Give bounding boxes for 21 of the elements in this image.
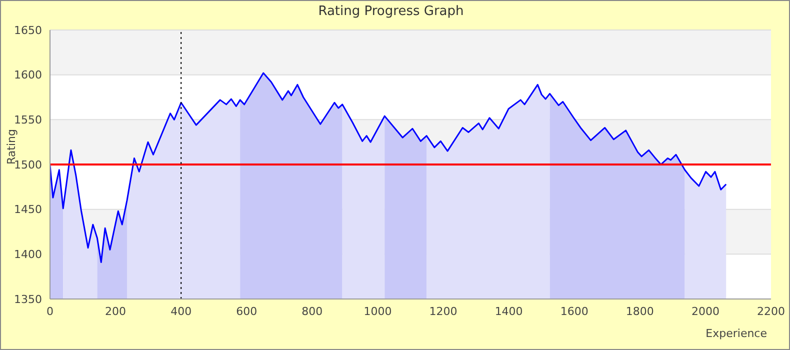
x-tick-label: 1600: [560, 304, 588, 318]
y-tick-label: 1400: [14, 248, 42, 262]
y-tick-label: 1550: [14, 114, 42, 127]
x-tick-label: 1000: [364, 304, 392, 318]
x-tick-label: 400: [170, 304, 192, 318]
y-tick-label: 1350: [14, 292, 42, 306]
chart-title: Rating Progress Graph: [317, 4, 465, 19]
x-tick-label: 200: [105, 304, 126, 318]
y-tick-label: 1650: [14, 24, 42, 37]
x-tick-label: 800: [302, 304, 323, 318]
x-tick-label: 1400: [494, 304, 523, 318]
y-tick-label: 1600: [14, 68, 42, 82]
x-tick-label: 2200: [757, 304, 785, 318]
x-tick-label: 2000: [691, 304, 720, 318]
x-tick-label: 600: [236, 304, 258, 318]
x-tick-label: 1800: [626, 304, 654, 318]
y-tick-label: 1450: [14, 203, 42, 216]
line-series: [50, 72, 727, 263]
x-tick-label: 0: [46, 304, 54, 318]
x-axis-title: Experience: [706, 327, 768, 340]
x-tick-label: 1200: [429, 304, 458, 318]
